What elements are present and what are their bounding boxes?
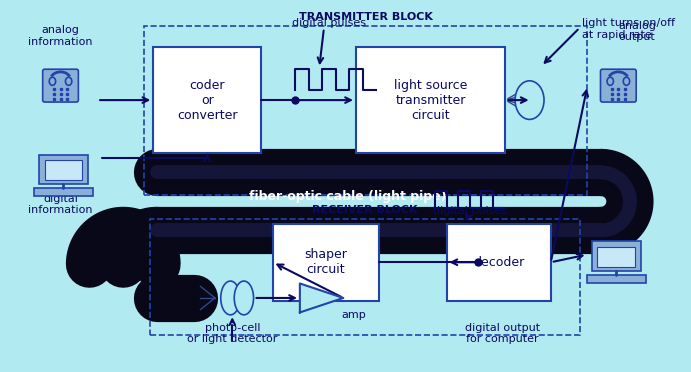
Text: analog
information: analog information xyxy=(28,25,93,47)
Ellipse shape xyxy=(49,77,55,85)
Bar xyxy=(153,47,261,153)
Bar xyxy=(446,224,551,301)
Bar xyxy=(150,219,580,335)
Bar xyxy=(273,224,379,301)
Text: shaper
circuit: shaper circuit xyxy=(305,248,348,276)
Text: light source
transmitter
circuit: light source transmitter circuit xyxy=(394,78,467,122)
Text: digital
information: digital information xyxy=(28,194,93,215)
Text: digital pulses: digital pulses xyxy=(292,18,366,28)
Bar xyxy=(44,160,82,180)
FancyBboxPatch shape xyxy=(600,69,636,102)
Bar xyxy=(34,188,93,196)
Bar xyxy=(587,275,646,283)
Ellipse shape xyxy=(607,77,614,85)
Bar xyxy=(39,154,88,184)
Ellipse shape xyxy=(623,77,630,85)
Text: coder
or
converter: coder or converter xyxy=(177,78,238,122)
Bar xyxy=(356,47,505,153)
Text: digital output
for computer: digital output for computer xyxy=(465,323,540,344)
Ellipse shape xyxy=(515,81,544,119)
Ellipse shape xyxy=(220,281,240,315)
Bar xyxy=(598,247,635,267)
Text: photo-cell
or light detector: photo-cell or light detector xyxy=(187,323,278,344)
FancyBboxPatch shape xyxy=(43,69,78,102)
Bar xyxy=(592,241,641,271)
Text: amp: amp xyxy=(341,311,366,321)
Ellipse shape xyxy=(66,77,72,85)
Bar xyxy=(144,26,587,195)
Text: TRANSMITTER BLOCK: TRANSMITTER BLOCK xyxy=(299,12,433,22)
Polygon shape xyxy=(300,283,343,312)
Text: light turns on/off
at rapid rate: light turns on/off at rapid rate xyxy=(582,18,674,40)
Text: analog
output: analog output xyxy=(618,20,656,42)
Text: digital pulses: digital pulses xyxy=(433,206,507,216)
Text: decoder: decoder xyxy=(473,256,524,269)
Ellipse shape xyxy=(234,281,254,315)
Text: RECEIVER BLOCK: RECEIVER BLOCK xyxy=(312,205,418,215)
Text: fiber-optic cable (light pipe): fiber-optic cable (light pipe) xyxy=(249,190,447,203)
